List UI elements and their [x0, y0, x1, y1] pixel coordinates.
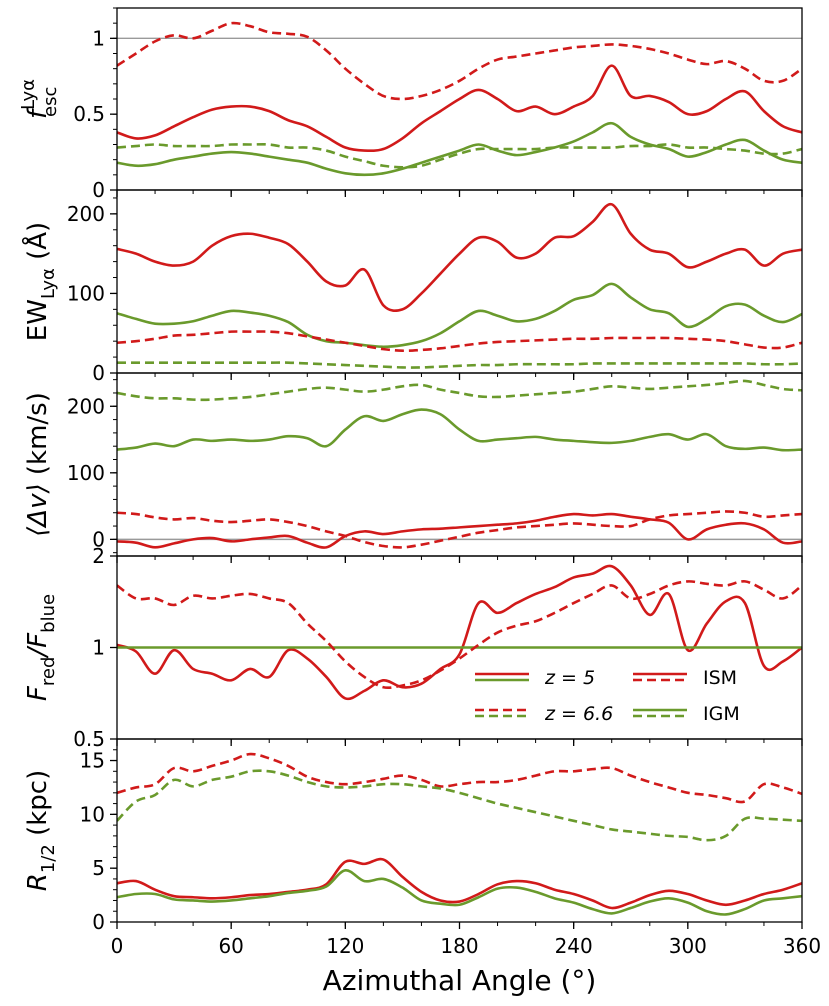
series-line-z-5-igm	[117, 869, 802, 916]
ylabel-part: esc	[40, 87, 61, 117]
y-tick-label: 0	[92, 527, 105, 551]
panel-r12: 0 5 10 15 R1/2 (kpc) 0 60 120 180 240 300 360 Azimut…	[23, 738, 821, 997]
ylabel-part: 1/2	[38, 844, 59, 873]
series-line-z-5-ism	[117, 512, 802, 549]
legend-label: z = 5	[544, 667, 595, 689]
ylabel-part: blue	[38, 594, 59, 633]
x-tick-label: 360	[783, 934, 821, 958]
y-tick-label: 15	[80, 749, 105, 773]
y-axis-label: Fred/Fblue	[23, 594, 59, 701]
y-tick-label: 0	[92, 910, 105, 934]
y-axis-label: fLyαesc	[18, 79, 61, 119]
y-tick-label: 1	[92, 26, 105, 50]
series-line-z-6-6-ism	[117, 510, 802, 549]
panel-frame	[116, 738, 803, 923]
ylabel-part: /F	[23, 632, 53, 659]
ylabel-part: F	[23, 685, 53, 701]
x-axis-label: Azimuthal Angle (°)	[323, 964, 597, 997]
legend: z = 5 z = 6.6 ISM IGM	[475, 667, 740, 725]
y-axis-label: EWLyα (Å)	[21, 222, 59, 341]
series-line-z-5-ism	[117, 564, 802, 701]
ylabel-part: (kpc)	[23, 770, 53, 844]
ylabel-part: red	[38, 657, 59, 687]
x-tick-label: 120	[326, 934, 364, 958]
panel-ratio: 0.5 1 2 Fred/Fblue z = 5 z = 6.6 ISM IGM	[23, 544, 803, 751]
y-tick-label: 0.5	[73, 102, 105, 126]
legend-label: z = 6.6	[544, 703, 613, 725]
y-tick-label: 100	[67, 281, 105, 305]
x-tick-label: 60	[218, 934, 243, 958]
series-line-z-5-igm	[117, 121, 802, 177]
y-tick-label: 2	[92, 544, 105, 568]
series-line-z-5-igm	[117, 408, 802, 452]
x-tick-label: 0	[111, 934, 124, 958]
panel-ew: 0 100 200 EWLyα (Å)	[21, 189, 803, 385]
y-tick-label: 1	[92, 636, 105, 660]
panel-dv: 0 100 200 ⟨Δv⟩ (km/s)	[23, 372, 803, 563]
ylabel-part: Lyα	[38, 268, 59, 299]
legend-label: ISM	[703, 667, 737, 689]
y-tick-label: 200	[67, 202, 105, 226]
series-line-z-5-ism	[117, 202, 802, 313]
y-tick-label: 0	[92, 361, 105, 385]
x-tick-label: 240	[555, 934, 593, 958]
y-axis-label: R1/2 (kpc)	[23, 770, 59, 891]
y-tick-label: 100	[67, 461, 105, 485]
series-line-z-5-igm	[117, 282, 802, 349]
ylabel-part: EW	[23, 299, 53, 341]
series-line-z-5-ism	[117, 64, 802, 153]
y-tick-label: 0.5	[73, 727, 105, 751]
ylabel-part: R	[23, 873, 53, 891]
series-line-z-6-6-igm	[117, 142, 802, 169]
ylabel-part: ⟨Δv⟩	[23, 483, 53, 536]
panel-fesc: 0 0.5 1 fLyαesc	[18, 7, 803, 202]
ylabel-part: (km/s)	[23, 392, 53, 483]
series-line-z-6-6-ism	[117, 21, 802, 101]
ylabel-part: (Å)	[21, 222, 53, 268]
series-line-z-6-6-ism	[117, 580, 802, 690]
x-tick-label: 180	[440, 934, 478, 958]
ylabel-part: Lyα	[18, 79, 39, 110]
y-tick-label: 10	[80, 802, 105, 826]
series-line-z-6-6-ism	[117, 752, 802, 804]
x-tick-label: 300	[669, 934, 707, 958]
series-line-z-5-ism	[117, 857, 802, 910]
series-line-z-6-6-igm	[117, 361, 802, 369]
y-tick-label: 5	[92, 856, 105, 880]
y-tick-label: 0	[92, 178, 105, 202]
series-line-z-6-6-ism	[117, 330, 802, 353]
series-line-z-6-6-igm	[117, 379, 802, 402]
legend-label: IGM	[703, 703, 740, 725]
y-axis-label: ⟨Δv⟩ (km/s)	[23, 392, 53, 537]
series-line-z-6-6-igm	[117, 769, 802, 842]
y-tick-label: 200	[67, 394, 105, 418]
